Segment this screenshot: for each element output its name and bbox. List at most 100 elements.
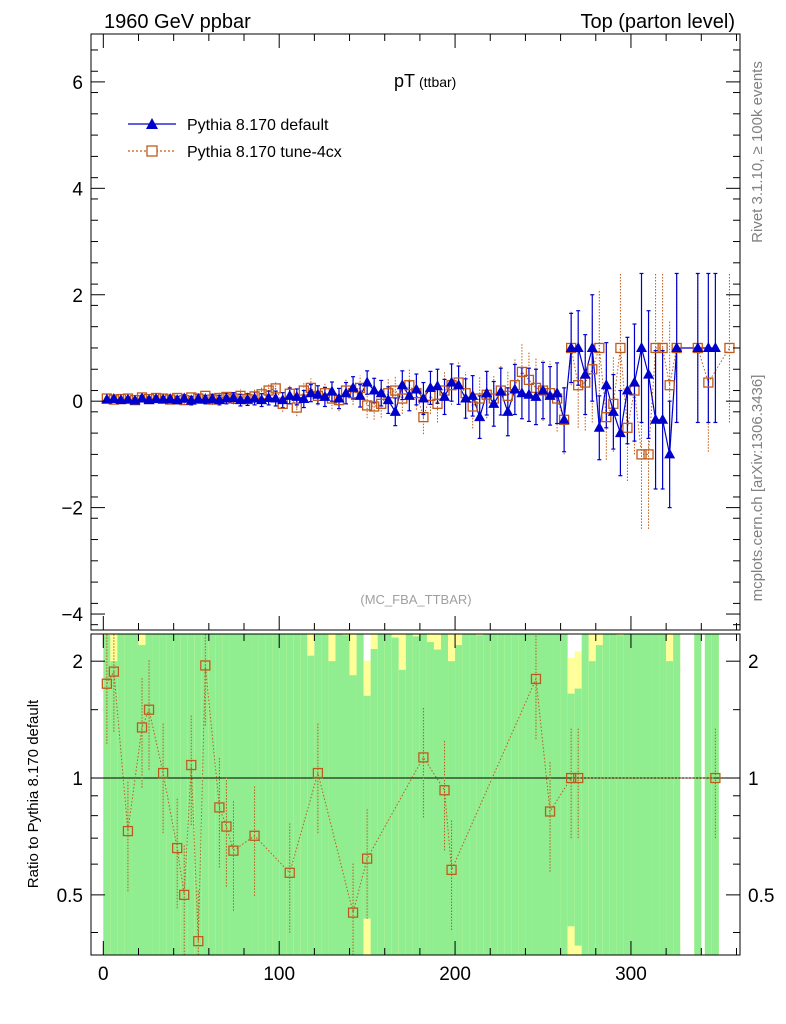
rivet-version-label: Rivet 3.1.10, ≥ 100k events bbox=[749, 61, 766, 243]
ratio-band-green bbox=[462, 634, 470, 955]
tune-point bbox=[703, 377, 714, 388]
default-point bbox=[537, 384, 549, 395]
main-y-tick-label: 4 bbox=[72, 179, 83, 200]
ratio-tune-point bbox=[710, 772, 721, 784]
ratio-band-green bbox=[704, 634, 712, 955]
plot-title-suffix: (ttbar) bbox=[419, 74, 456, 90]
main-frame bbox=[90, 33, 741, 631]
default-point bbox=[502, 405, 514, 416]
default-point bbox=[495, 385, 507, 396]
ratio-axis-ticks: 0 100 200 300 0.5 0.5 1 1 2 2 bbox=[57, 634, 774, 985]
ratio-band-green bbox=[208, 634, 216, 955]
ratio-tune-point bbox=[221, 821, 232, 832]
tune-point bbox=[601, 411, 612, 423]
ratio-tune-point bbox=[446, 864, 457, 876]
default-point bbox=[709, 341, 721, 352]
default-point bbox=[164, 393, 176, 404]
ratio-band-green bbox=[279, 634, 287, 955]
ratio-band-green bbox=[673, 634, 681, 955]
ratio-tune-point bbox=[284, 867, 295, 878]
ratio-tune-point bbox=[312, 767, 324, 779]
default-point bbox=[523, 388, 535, 399]
ratio-band-green bbox=[335, 634, 343, 955]
ratio-band-green bbox=[370, 648, 378, 955]
ratio-band-green bbox=[138, 645, 146, 955]
default-point bbox=[481, 387, 493, 398]
default-point bbox=[460, 392, 472, 403]
ratio-band-green bbox=[525, 634, 533, 955]
tune-point bbox=[724, 342, 735, 354]
main-y-tick-label: 6 bbox=[72, 73, 83, 94]
default-point bbox=[326, 385, 338, 396]
ratio-band-green bbox=[300, 634, 308, 955]
ratio-tune-point bbox=[544, 806, 556, 817]
ratio-band-green bbox=[553, 634, 561, 955]
ratio-band-green bbox=[180, 634, 188, 955]
ratio-tune-point bbox=[228, 845, 239, 856]
ratio-y-tick-label-right: 1 bbox=[748, 769, 759, 790]
tune-point bbox=[418, 411, 429, 423]
ratio-band-green bbox=[201, 634, 209, 955]
ratio-band-green bbox=[145, 634, 153, 955]
ratio-tune-point bbox=[249, 830, 260, 841]
ratio-band-green bbox=[194, 634, 202, 955]
default-point bbox=[263, 391, 275, 402]
default-point bbox=[593, 421, 605, 432]
ratio-tune-point bbox=[214, 802, 225, 813]
default-point bbox=[108, 393, 120, 404]
ratio-tune-point bbox=[200, 660, 211, 671]
tune-point bbox=[467, 401, 478, 412]
ratio-band-green bbox=[173, 634, 181, 955]
tune-point bbox=[291, 402, 302, 413]
ratio-band-green bbox=[314, 634, 322, 955]
tune-point bbox=[650, 342, 661, 354]
ratio-y-tick-label-right: 2 bbox=[748, 652, 759, 673]
ratio-band-green bbox=[293, 634, 301, 955]
main-panel: −4 −2 0 2 4 6 pT (ttbar) (MC_FBA_TTBAR) Pythi… bbox=[61, 33, 741, 631]
ratio-tune-point bbox=[122, 825, 134, 837]
ratio-band-green bbox=[595, 645, 603, 955]
default-point bbox=[516, 387, 528, 398]
tune-point bbox=[622, 422, 633, 433]
default-point bbox=[403, 389, 415, 400]
default-point bbox=[150, 393, 162, 404]
ratio-tune-point bbox=[361, 853, 373, 864]
ratio-band-green bbox=[363, 695, 371, 919]
default-point bbox=[671, 341, 683, 352]
default-point bbox=[277, 394, 289, 405]
default-point bbox=[551, 387, 563, 398]
default-point bbox=[657, 413, 669, 424]
ratio-band-green bbox=[616, 635, 624, 955]
ratio-tune-point bbox=[157, 767, 169, 779]
ratio-band-green bbox=[711, 634, 719, 955]
ratio-band-green bbox=[560, 634, 568, 955]
default-point bbox=[607, 405, 619, 416]
legend-entry-default: Pythia 8.170 default bbox=[128, 117, 329, 134]
default-point bbox=[664, 448, 676, 459]
ratio-band-green bbox=[652, 634, 660, 955]
ratio-band-green bbox=[356, 634, 364, 955]
default-point bbox=[600, 379, 612, 390]
ratio-band-green bbox=[110, 661, 118, 955]
default-point bbox=[446, 376, 458, 387]
default-point bbox=[368, 384, 380, 395]
ratio-band-green bbox=[623, 634, 631, 955]
ratio-band-green bbox=[504, 634, 512, 955]
ratio-band-green bbox=[384, 634, 392, 955]
legend: Pythia 8.170 default Pythia 8.170 tune-4… bbox=[128, 117, 342, 161]
ratio-band-green bbox=[476, 635, 484, 955]
default-point bbox=[544, 389, 556, 400]
ratio-band-green bbox=[630, 634, 638, 955]
default-point bbox=[586, 341, 598, 352]
ratio-band-green bbox=[159, 634, 167, 955]
ratio-band-green bbox=[117, 634, 125, 955]
default-point bbox=[650, 413, 662, 424]
ratio-band-green bbox=[546, 634, 554, 955]
ratio-band-green bbox=[166, 634, 174, 955]
ratio-frame bbox=[90, 633, 741, 956]
ratio-band-green bbox=[490, 634, 498, 955]
ratio-band-green bbox=[588, 661, 596, 955]
ratio-band-green bbox=[229, 634, 237, 955]
ratio-band-green bbox=[328, 661, 336, 955]
plot-title: pT bbox=[394, 71, 415, 91]
